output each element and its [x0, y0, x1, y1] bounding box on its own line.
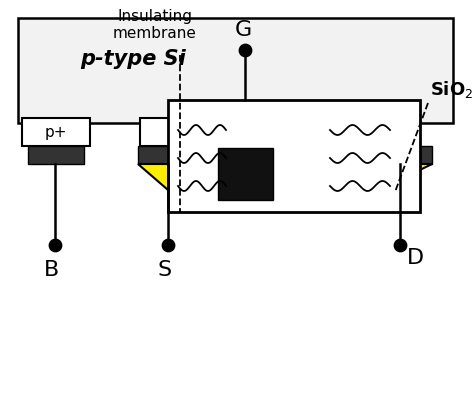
Polygon shape	[168, 100, 420, 212]
Text: n+: n+	[349, 124, 371, 140]
Text: p-type Si: p-type Si	[80, 49, 186, 69]
Bar	[22, 118, 90, 146]
Point	[51, 242, 59, 248]
Bar	[218, 148, 273, 200]
Text: S: S	[158, 260, 172, 280]
Text: Insulating
membrane: Insulating membrane	[113, 9, 197, 41]
Polygon shape	[168, 192, 420, 210]
Text: n+: n+	[169, 124, 191, 140]
Text: B: B	[45, 260, 60, 280]
Bar	[320, 118, 400, 146]
Bar	[18, 18, 453, 123]
Bar	[138, 146, 194, 164]
Polygon shape	[138, 164, 432, 196]
Point	[396, 242, 404, 248]
Bar	[140, 118, 220, 146]
Text: D: D	[406, 248, 424, 268]
Bar	[322, 146, 432, 164]
Point	[241, 47, 249, 53]
Text: p+: p+	[45, 124, 67, 140]
Bar	[28, 146, 84, 164]
Text: SiO$_2$: SiO$_2$	[430, 79, 474, 101]
Point	[164, 242, 172, 248]
Text: G: G	[234, 20, 252, 40]
